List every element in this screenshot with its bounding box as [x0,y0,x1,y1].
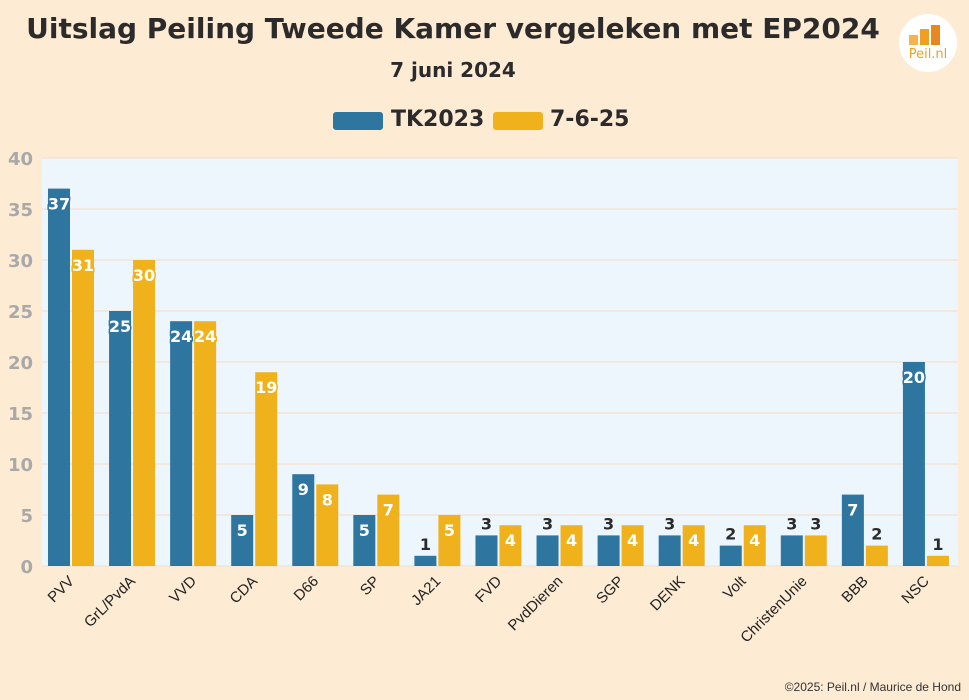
data-label: 7 [847,501,858,520]
data-label: 5 [237,521,248,540]
y-tick-label: 15 [8,404,33,425]
y-tick-label: 30 [8,251,33,272]
data-label: 25 [109,317,131,336]
data-label: 1 [932,535,943,554]
bar-poll [560,525,583,566]
y-tick-label: 5 [20,506,33,527]
bar-tk2023 [475,535,498,566]
data-label: 7 [383,501,394,520]
logo-bar-icon [920,29,929,45]
x-tick-label: D66 [291,573,322,604]
bar-poll [499,525,522,566]
logo-bar-icon [931,25,940,45]
bar-poll [682,525,705,566]
data-label: 24 [194,327,216,346]
bar-poll [438,515,461,566]
legend-label-poll: 7-6-25 [550,107,630,132]
data-label: 30 [133,266,155,285]
bar-tk2023 [902,362,925,566]
x-tick-label: CDA [227,573,261,607]
legend-swatch-tk2023 [333,112,383,130]
data-label: 24 [170,327,192,346]
bar-poll [804,535,827,566]
bar-tk2023 [353,515,376,566]
chart-title: Uitslag Peiling Tweede Kamer vergeleken … [26,12,880,45]
data-label: 2 [871,525,882,544]
bar-tk2023 [719,545,742,566]
bar-tk2023 [414,555,437,566]
credit-text: ©2025: Peil.nl / Maurice de Hond [784,680,961,694]
data-label: 31 [72,256,94,275]
x-tick-label: PvdDieren [505,573,567,635]
data-label: 3 [786,514,797,533]
bar-tk2023 [109,311,132,566]
bar-tk2023 [292,474,315,566]
data-label: 8 [322,490,333,509]
logo-text: Peil.nl [908,47,948,62]
y-tick-label: 40 [8,149,33,170]
x-tick-label: VVD [166,573,200,607]
x-tick-label: JA21 [408,573,444,609]
logo-bar-icon [909,35,918,45]
x-tick-label: BBB [838,573,871,606]
data-label: 9 [298,480,309,499]
bar-poll [865,545,888,566]
data-label: 4 [627,531,638,550]
y-tick-label: 20 [8,353,33,374]
x-tick-label: NSC [898,573,933,608]
x-tick-label: FVD [472,573,505,606]
bar-tk2023 [536,535,559,566]
y-tick-label: 35 [8,200,33,221]
bar-tk2023 [48,188,70,566]
x-tick-label: GrL/PvdA [81,573,139,631]
bar-tk2023 [170,321,193,566]
data-label: 3 [542,514,553,533]
bar-tk2023 [597,535,620,566]
x-tick-label: DENK [647,573,688,614]
data-label: 4 [505,531,516,550]
data-label: 3 [664,514,675,533]
x-tick-label: Volt [720,572,750,602]
y-tick-label: 0 [20,557,33,578]
chart-subtitle: 7 juni 2024 [390,58,516,82]
y-tick-label: 10 [8,455,33,476]
bar-tk2023 [780,535,803,566]
data-label: 4 [566,531,577,550]
legend-swatch-poll [493,112,543,130]
data-label: 3 [603,514,614,533]
data-label: 20 [903,368,925,387]
legend-label-tk2023: TK2023 [391,107,485,132]
x-tick-label: PVV [45,573,78,606]
bar-tk2023 [231,515,254,566]
bar-poll [621,525,644,566]
data-label: 37 [48,195,70,214]
y-tick-label: 25 [8,302,33,323]
bar-poll [926,555,949,566]
data-label: 19 [255,378,277,397]
legend: TK2023 7-6-25 [0,105,969,135]
x-tick-label: SGP [593,573,627,607]
data-label: 3 [481,514,492,533]
peil-logo: Peil.nl [899,14,957,72]
bar-tk2023 [658,535,681,566]
data-label: 4 [688,531,699,550]
data-label: 4 [749,531,760,550]
bar-poll [194,321,217,566]
data-label: 2 [725,525,736,544]
bar-poll [255,372,278,566]
data-label: 1 [420,535,431,554]
bar-poll [316,484,339,566]
data-label: 5 [359,521,370,540]
bar-poll [377,494,400,566]
x-tick-label: SP [357,573,383,599]
bar-poll [72,249,94,567]
data-label: 3 [810,514,821,533]
bar-poll [743,525,766,566]
bar-tk2023 [841,494,864,566]
data-label: 5 [444,521,455,540]
bar-poll [133,260,156,566]
